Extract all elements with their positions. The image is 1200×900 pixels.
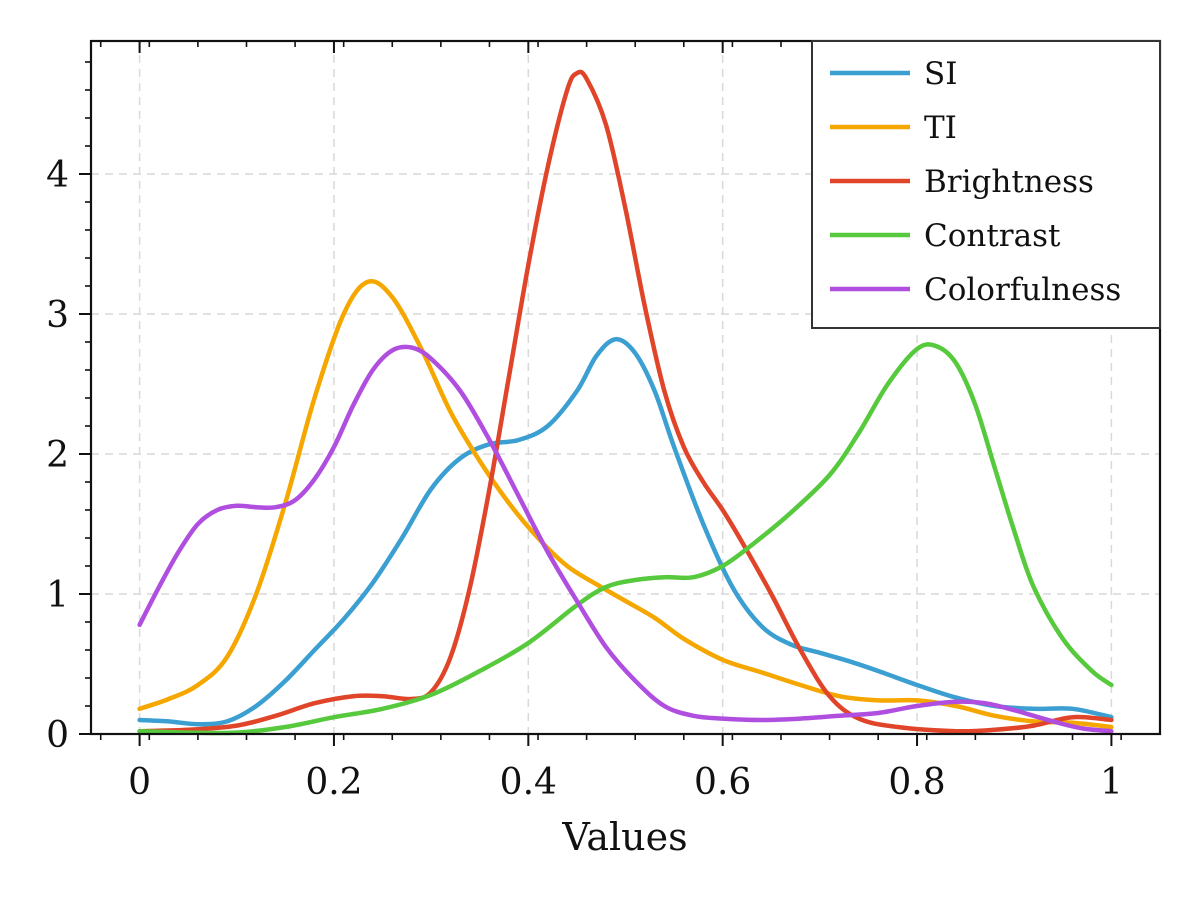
series-line-contrast: [137, 342, 1114, 736]
series-line-si: [137, 336, 1114, 727]
y-tick-label: 1: [46, 575, 69, 616]
legend-label-si: SI: [924, 56, 957, 92]
series-lines: [137, 69, 1114, 736]
x-tick-label: 0.6: [694, 762, 751, 803]
x-tick-label: 0.8: [888, 762, 945, 803]
legend-label-brightness: Brightness: [924, 164, 1094, 200]
legend-label-contrast: Contrast: [924, 218, 1061, 254]
x-axis-label: Values: [561, 815, 687, 859]
y-tick-label: 0: [46, 715, 69, 756]
y-tick-label: 3: [46, 295, 69, 336]
x-tick-label: 0.4: [500, 762, 557, 803]
series-line-ti: [137, 278, 1114, 730]
series-line-brightness: [137, 69, 1114, 734]
x-tick-label: 1: [1100, 762, 1123, 803]
plot-frame: [89, 39, 1162, 736]
series-line-colorfulness: [137, 344, 1114, 734]
y-tick-label: 2: [46, 435, 69, 476]
y-tick-label: 4: [46, 155, 69, 196]
x-tick-label: 0.2: [305, 762, 362, 803]
legend-label-colorfulness: Colorfulness: [924, 272, 1121, 308]
axis-ticks: 0 0.2 0.4 0.6 0.8 1 0 1 2 3 4: [46, 41, 1123, 803]
legend-label-ti: TI: [924, 110, 957, 146]
x-tick-label: 0: [128, 762, 151, 803]
legend: SI TI Brightness Contrast Colorfulness: [811, 40, 1161, 329]
legend-box: [811, 40, 1161, 329]
